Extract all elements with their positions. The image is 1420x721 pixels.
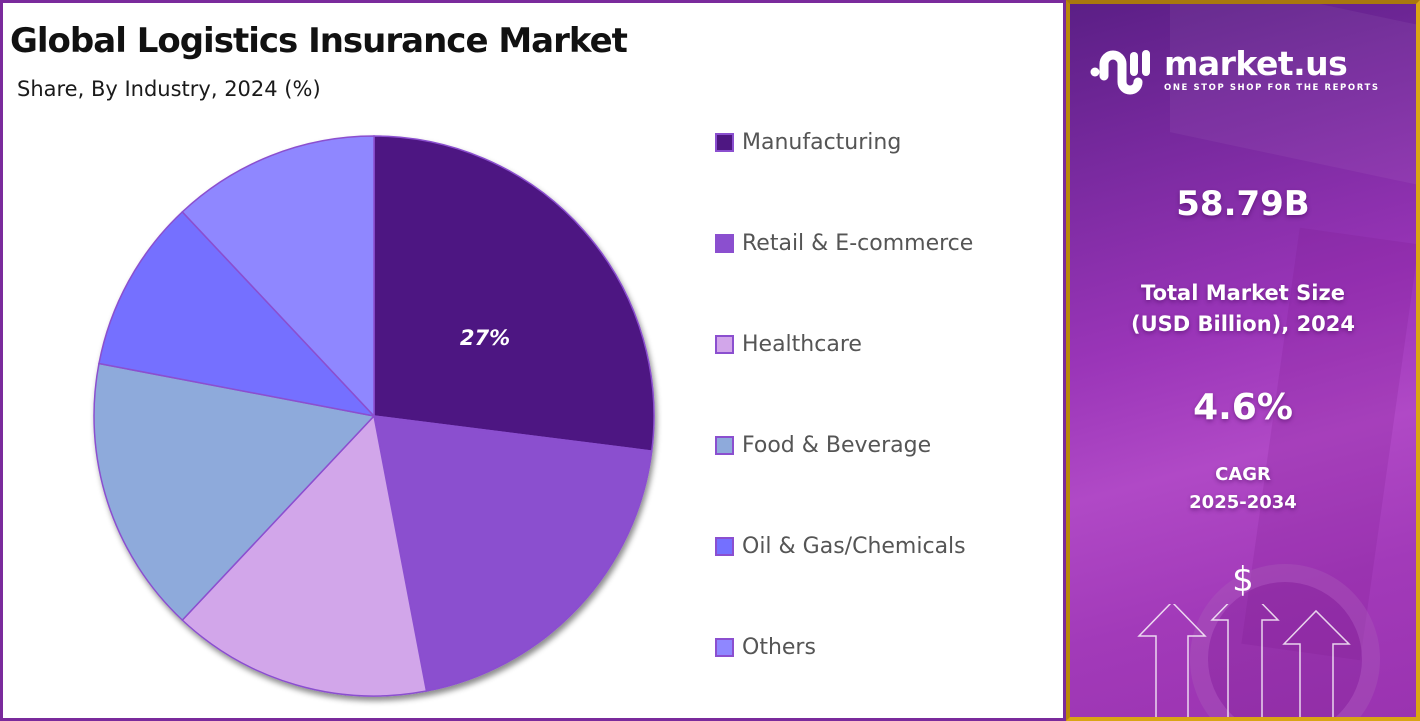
pie-slice-oil-gas-chemicals <box>98 210 377 418</box>
background-coffee-cup <box>1190 564 1380 717</box>
market-size-label-line1: Total Market Size <box>1141 281 1345 305</box>
legend-label: Oil & Gas/Chemicals <box>742 533 966 559</box>
legend-item-healthcare: Healthcare <box>715 327 973 361</box>
legend-swatch-icon <box>715 637 734 657</box>
legend-swatch-icon <box>715 536 734 556</box>
logo-name: market.us <box>1164 44 1348 83</box>
legend-label: Manufacturing <box>742 129 902 155</box>
info-panel: market.us ONE STOP SHOP FOR THE REPORTS … <box>1066 0 1420 721</box>
cagr-label-line2: 2025-2034 <box>1189 492 1297 513</box>
legend-item-retail: Retail & E-commerce <box>715 226 973 260</box>
market-us-logo-icon <box>1090 50 1150 95</box>
cagr-label-line1: CAGR <box>1215 464 1271 485</box>
chart-title: Global Logistics Insurance Market <box>10 21 628 61</box>
legend-swatch-icon <box>715 435 734 455</box>
pie-slice-retail-e-commerce <box>373 415 653 692</box>
market-size-value: 58.79B <box>1176 184 1310 224</box>
pie-chart: 27% <box>93 135 655 697</box>
legend-item-others: Others <box>715 630 973 664</box>
legend-item-food-beverage: Food & Beverage <box>715 428 973 462</box>
legend-label: Others <box>742 634 816 660</box>
pie-slice-others <box>181 135 375 418</box>
logo-tagline: ONE STOP SHOP FOR THE REPORTS <box>1164 83 1380 93</box>
legend: Manufacturing Retail & E-commerce Health… <box>715 125 973 721</box>
slice-label-manufacturing: 27% <box>459 326 511 350</box>
market-us-logo: market.us ONE STOP SHOP FOR THE REPORTS <box>1090 42 1380 98</box>
legend-label: Healthcare <box>742 331 862 357</box>
legend-item-manufacturing: Manufacturing <box>715 125 973 159</box>
legend-swatch-icon <box>715 233 734 253</box>
cagr-label: CAGR 2025-2034 <box>1070 461 1416 517</box>
market-size-label: Total Market Size (USD Billion), 2024 <box>1070 278 1416 340</box>
cagr-value: 4.6% <box>1193 387 1293 428</box>
chart-subtitle: Share, By Industry, 2024 (%) <box>17 77 321 101</box>
legend-label: Food & Beverage <box>742 432 932 458</box>
legend-swatch-icon <box>715 334 734 354</box>
legend-item-oil-gas: Oil & Gas/Chemicals <box>715 529 973 563</box>
pie-svg <box>93 135 655 697</box>
legend-swatch-icon <box>715 132 734 152</box>
market-size-label-line2: (USD Billion), 2024 <box>1130 312 1356 336</box>
growth-arrows-icon <box>1137 604 1351 717</box>
pie-slice-manufacturing <box>373 135 655 452</box>
pie-slice-healthcare <box>181 414 428 697</box>
pie-slice-food-beverage <box>93 362 376 622</box>
legend-label: Retail & E-commerce <box>742 230 974 256</box>
dollar-icon: $ <box>1232 560 1254 600</box>
